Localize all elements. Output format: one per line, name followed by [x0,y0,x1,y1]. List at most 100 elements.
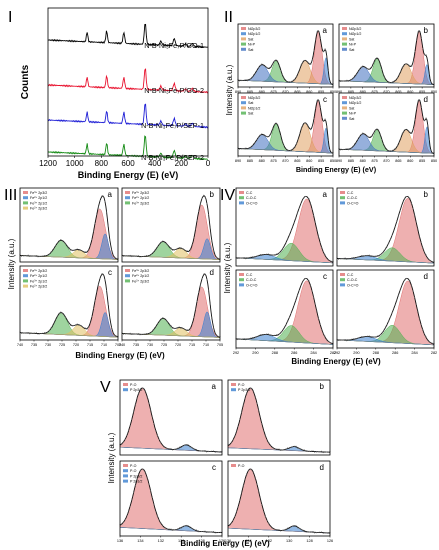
panel-iv-b-raw-point [402,201,404,203]
panel-v-d-raw-point [314,532,316,534]
panel-ii-b-raw-point [427,61,429,63]
panel-v-b-raw-point [261,423,263,425]
panel-v-c-raw-point [156,515,158,517]
panel-iv-d-raw-point [338,339,340,342]
panel-v-d-legend-label: P-O [238,464,245,468]
panel-ii-d-raw-point [343,148,345,150]
panel-v-d-raw-point [310,531,312,533]
panel-v-xtick-label: 136 [225,539,231,543]
panel-ii-c-raw-point [280,135,282,137]
panel-v-c-raw-point [160,522,162,524]
panel-iv-b-raw-point [380,254,382,256]
panel-iv-a-raw-point [314,221,316,223]
panel-ii-d-raw-point [400,137,402,139]
panel-ii-xtick-label: 865 [294,159,300,163]
panel-iv-b-raw-point [367,254,369,256]
panel-v-a-raw-point [134,404,136,406]
panel-i-xtick-label: 600 [121,159,135,168]
panel-v-c-raw-point [141,468,143,470]
panel-ii-a-raw-point [322,50,325,52]
panel-v-b-raw-point [305,450,307,453]
panel-ii-a-raw-point [264,65,266,67]
panel-ii-a-raw-point [292,79,294,81]
panel-iv-c-legend-label: C-O-C [246,278,257,282]
panel-ii-b-legend-swatch [342,27,347,30]
panel-iv-c-raw-point [271,334,273,337]
panel-ii-xtick-label: 870 [383,159,389,163]
panel-iv-c-raw-point [262,334,265,336]
panel-ii-b-raw-point [395,79,397,82]
panel-ii-c-background [237,148,333,154]
panel-ii-c-raw-point [267,135,269,138]
panel-v-xtick-label: 134 [137,539,143,543]
panel-iv-c-raw-point [258,335,260,337]
panel-v-d-frame [227,460,331,537]
panel-iii-d-raw-point [145,332,148,335]
panel-v-b-raw-point [269,444,272,446]
panel-ii-a-raw-point [330,82,332,85]
panel-ii-c-raw-point [240,148,242,150]
panel-ii-b-raw-point [340,80,342,83]
panel-iv-a-legend-swatch [239,191,244,194]
panel-iv-a-raw-point [300,202,302,204]
panel-v-b-raw-point [246,393,248,395]
panel-v-c-raw-point [165,527,167,530]
panel-ii-a-raw-point [299,68,301,70]
panel-ii-b-raw-point [363,66,365,68]
panel-iii-c-raw-point [58,312,60,314]
panel-iv-b-raw-point [378,255,380,257]
panel-v-b-raw-point [310,450,312,452]
panel-iv-d-raw-point [351,338,353,340]
panel-iii-a-raw-point [96,214,98,216]
panel-iv-b-raw-point [404,197,406,199]
panel-iii-c-raw-point [32,332,34,334]
panel-iii-a-raw-point [106,211,108,213]
panel-iii-ylabel: Intensity (a.u.) [7,238,16,289]
panel-v-b-raw-point [252,390,255,392]
panel-ii-a-raw-point [251,76,253,78]
panel-v-xtick-label: 128 [306,539,312,543]
panel-v-d-raw-point [320,531,323,533]
panel-iv-c-raw-point [317,318,319,320]
survey-series-1 [47,23,209,49]
panel-v-b-component-0 [227,387,331,453]
panel-v-c-raw-point [136,478,138,480]
panel-iv-a-raw-point [259,254,261,256]
panel-iii-c-raw-point [65,316,67,319]
panel-i-xtick-label: 200 [175,159,189,168]
panel-ii-c-legend-swatch [241,106,246,110]
panel-iv-d-raw-point [349,339,351,341]
panel-v-d-raw-point [302,529,304,531]
panel-iv-c-raw-point [321,328,323,330]
panel-v-b-raw-point [256,402,258,404]
panel-iii-b-raw-point [124,255,126,257]
panel-v-b-raw-point [290,447,292,449]
panel-ii-b-raw-point [398,74,400,76]
panel-v-c-subplot-label: c [212,463,216,472]
panel-ii-xtick-label: 850 [330,90,336,94]
panel-v-b-raw-point [319,450,321,453]
panel-v-d-raw-point [312,531,314,533]
panel-iii-d-legend-label: Fe²⁺ 2p1/2 [132,274,149,278]
panel-v-a-raw-point [192,447,194,449]
survey-series-2 [47,68,209,94]
panel-iii-d-raw-point [203,273,205,275]
panel-iv-b-raw-point [412,208,414,210]
panel-ii-b-raw-point [385,79,388,81]
panel-iv-a-frame [235,187,334,267]
panel-iii-xtick-label: 740 [119,343,125,347]
panel-ii-b-raw-point [409,65,411,67]
panel-ii-xtick-label: 860 [407,159,413,163]
panel-ii-a-raw-point [245,79,247,81]
panel-v-c-raw-point [178,527,181,529]
panel-iv-c-legend-label: C-C [246,273,253,277]
panel-v-d-raw-point [271,527,273,529]
panel-iii-d-raw-point [175,327,177,329]
panel-ii-b-legend-swatch [342,47,347,51]
panel-v-xtick-label: 126 [327,539,333,543]
panel-iv-c-raw-point [306,277,308,280]
panel-iii-a-raw-point [39,256,41,258]
panel-ii-a-raw-point [248,79,250,81]
panel-ii-c-raw-point [281,140,283,142]
panel-iv-a-raw-point [317,236,319,238]
